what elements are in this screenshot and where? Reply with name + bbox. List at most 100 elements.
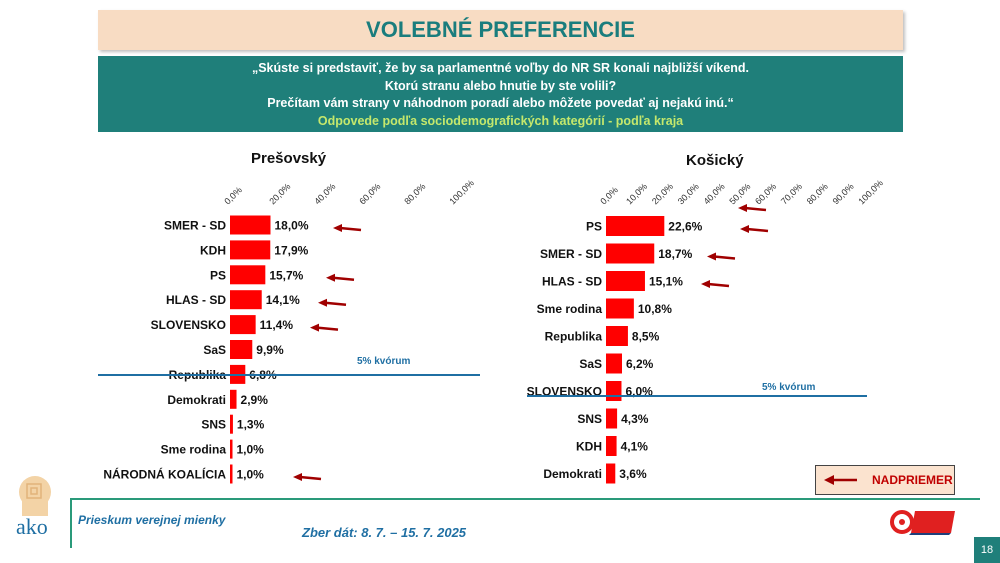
kosicky-bar <box>606 243 655 264</box>
chart-title-presovsky: Prešovský <box>251 150 327 167</box>
kosicky-category-label: SaS <box>579 357 602 371</box>
presovsky-bar <box>230 240 271 260</box>
presovsky-value-label: 15,7% <box>269 268 303 282</box>
presovsky-bar <box>230 414 233 434</box>
legend-label: NADPRIEMER <box>872 473 953 487</box>
presovsky-tick-label: 40,0% <box>312 181 337 206</box>
title-banner: VOLEBNÉ PREFERENCIE <box>98 10 903 50</box>
presovsky-value-label: 1,0% <box>237 443 265 457</box>
question-subtitle: Odpovede podľa sociodemografických kateg… <box>317 113 684 128</box>
presovsky-category-label: SaS <box>203 343 226 357</box>
footer-divider-horizontal <box>70 498 980 500</box>
presovsky-category-label: KDH <box>200 243 226 257</box>
presovsky-category-label: SMER - SD <box>164 219 226 233</box>
presovsky-category-label: Demokrati <box>167 393 226 407</box>
presovsky-tick-label: 0,0% <box>222 185 244 207</box>
question-line-2: Ktorú stranu alebo hnutie by ste volili? <box>384 78 617 93</box>
kosicky-above-average-arrow-icon <box>707 252 736 261</box>
kosicky-bar <box>606 271 645 291</box>
presovsky-bar <box>230 340 253 359</box>
kosicky-above-average-arrow-icon <box>740 225 769 233</box>
presovsky-bar <box>230 290 262 310</box>
kosicky-quorum-label: 5% kvórum <box>762 382 815 393</box>
kosicky-tick-label: 80,0% <box>805 181 830 206</box>
presovsky-value-label: 17,9% <box>274 243 308 257</box>
kosicky-value-label: 8,5% <box>632 330 660 344</box>
presovsky-category-label: Sme rodina <box>161 443 227 457</box>
kosicky-value-label: 10,8% <box>638 302 672 316</box>
presovsky-value-label: 18,0% <box>275 219 309 233</box>
kosicky-value-label: 4,1% <box>621 440 649 454</box>
presovsky-value-label: 1,0% <box>237 468 265 482</box>
footer-survey-label: Prieskum verejnej mienky <box>78 513 226 527</box>
kosicky-tick-label: 20,0% <box>650 181 675 206</box>
kosicky-category-label: Republika <box>545 330 603 344</box>
presovsky-tick-label: 100,0% <box>447 178 476 207</box>
kosicky-category-label: SMER - SD <box>540 247 602 261</box>
presovsky-value-label: 14,1% <box>266 293 300 307</box>
question-line-1: „Skúste si predstaviť, že by sa parlamen… <box>251 61 750 75</box>
kosicky-bar <box>606 408 618 429</box>
kosicky-tick-label: 50,0% <box>727 181 752 206</box>
kosicky-bar <box>606 326 628 346</box>
presovsky-value-label: 11,4% <box>260 318 294 332</box>
kosicky-value-label: 15,1% <box>649 275 683 289</box>
kosicky-tick-label: 10,0% <box>624 181 649 206</box>
presovsky-bar <box>230 389 237 409</box>
kosicky-tick-label: 40,0% <box>702 181 727 206</box>
arrow-left-icon <box>824 475 857 485</box>
kosicky-value-label: 22,6% <box>668 220 702 234</box>
presovsky-quorum-label: 5% kvórum <box>357 356 410 367</box>
kosicky-bar <box>606 353 622 374</box>
kosicky-value-label: 6,2% <box>626 357 654 371</box>
kosicky-header-arrow-icon <box>738 204 767 212</box>
legend-above-average: NADPRIEMER <box>815 465 955 495</box>
kosicky-category-label: HLAS - SD <box>542 275 602 289</box>
ta3-24-logo <box>889 509 959 535</box>
presovsky-bar <box>230 215 271 235</box>
presovsky-category-label: PS <box>210 268 226 282</box>
presovsky-bar <box>230 464 233 484</box>
kosicky-category-label: PS <box>586 220 602 234</box>
page-title: VOLEBNÉ PREFERENCIE <box>366 17 635 42</box>
kosicky-bar <box>606 298 634 319</box>
presovsky-above-average-arrow-icon <box>326 273 355 282</box>
kosicky-value-label: 3,6% <box>619 467 647 481</box>
question-line-3: Prečítam vám strany v náhodnom poradí al… <box>267 96 734 110</box>
presovsky-category-label: NÁRODNÁ KOALÍCIA <box>103 467 226 482</box>
kosicky-tick-label: 90,0% <box>831 181 856 206</box>
presovsky-category-label: SLOVENSKO <box>151 318 226 332</box>
kosicky-category-label: Demokrati <box>543 467 602 481</box>
kosicky-value-label: 18,7% <box>658 247 692 261</box>
kosicky-category-label: SNS <box>577 412 602 426</box>
presovsky-tick-label: 80,0% <box>402 181 427 206</box>
channel-24-icon <box>890 510 955 535</box>
kosicky-category-label: Sme rodina <box>537 302 603 316</box>
presovsky-value-label: 1,3% <box>237 418 265 432</box>
presovsky-bar <box>230 439 233 459</box>
presovsky-tick-label: 60,0% <box>357 181 382 206</box>
kosicky-category-label: KDH <box>576 440 602 454</box>
presovsky-tick-label: 20,0% <box>267 181 292 206</box>
kosicky-tick-label: 60,0% <box>753 181 778 206</box>
kosicky-bar <box>606 381 622 401</box>
page-number: 18 <box>974 537 1000 563</box>
svg-text:ako: ako <box>16 514 48 539</box>
kosicky-value-label: 4,3% <box>621 412 649 426</box>
presovsky-above-average-arrow-icon <box>310 323 339 332</box>
footer-divider-vertical <box>70 498 72 548</box>
kosicky-bar <box>606 436 617 456</box>
kosicky-bar <box>606 463 616 484</box>
presovsky-bar <box>230 315 256 335</box>
footer-dates: Zber dát: 8. 7. – 15. 7. 2025 <box>302 525 467 540</box>
presovsky-category-label: HLAS - SD <box>166 293 226 307</box>
kosicky-above-average-arrow-icon <box>701 280 730 288</box>
presovsky-value-label: 9,9% <box>256 343 284 357</box>
question-box: „Skúste si predstaviť, že by sa parlamen… <box>98 56 903 132</box>
kosicky-bar <box>606 216 665 236</box>
kosicky-tick-label: 70,0% <box>779 181 804 206</box>
ako-head-icon: ako <box>16 476 51 539</box>
presovsky-category-label: SNS <box>201 418 226 432</box>
chart-title-kosicky: Košický <box>686 152 744 169</box>
